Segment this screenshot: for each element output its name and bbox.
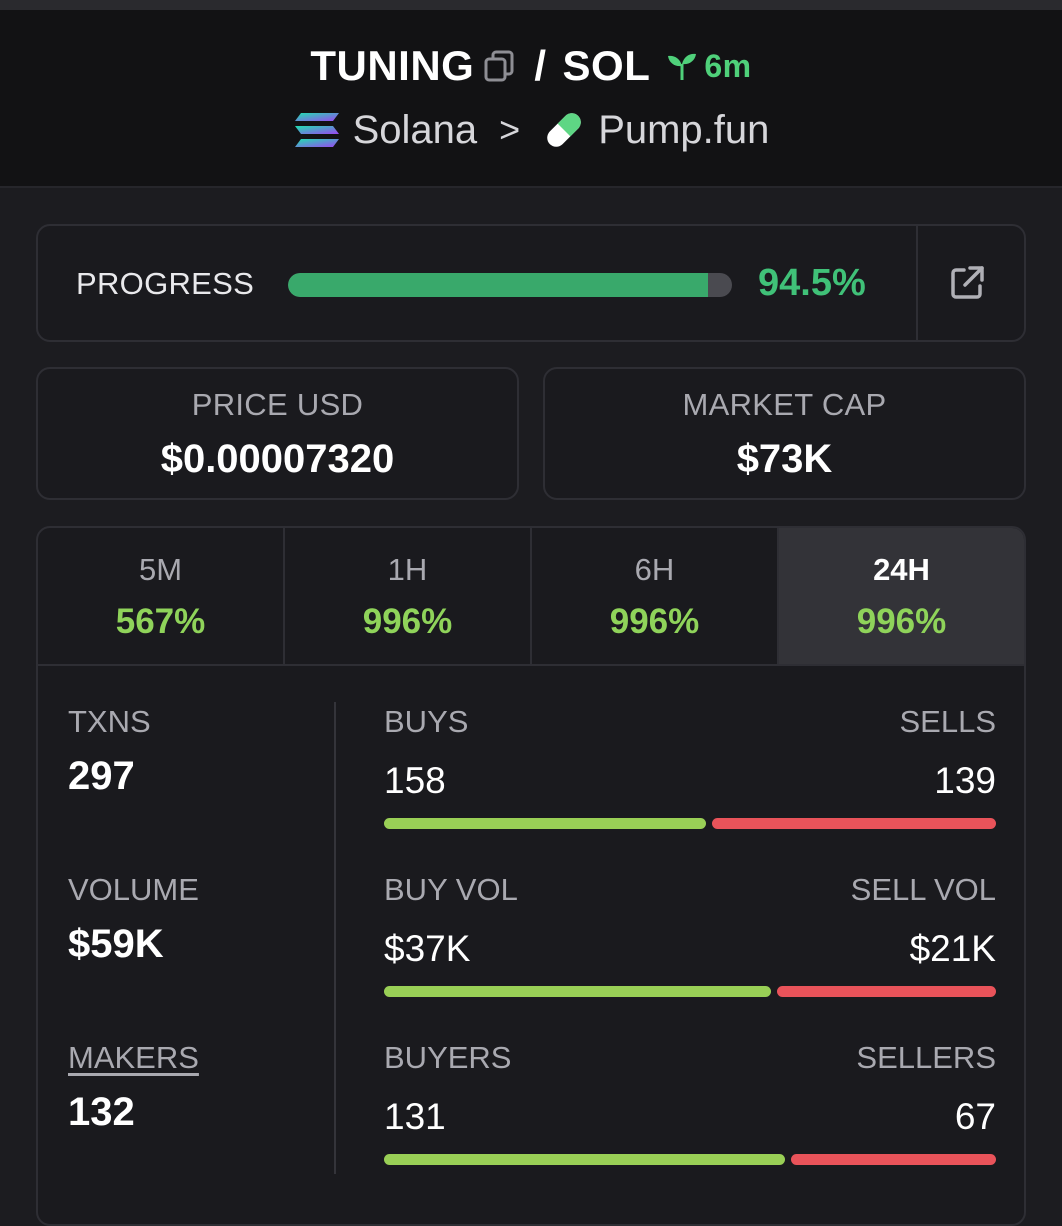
sell-bar [712, 818, 996, 829]
sellers-label: SELLERS [856, 1040, 996, 1075]
market-cap-label: MARKET CAP [682, 387, 887, 422]
txns-label: TXNS [68, 704, 151, 739]
bonding-progress-card: PROGRESS 94.5% [36, 224, 1026, 342]
price-usd-card: PRICE USD $0.00007320 [36, 367, 519, 500]
token-header: TUNING / SOL 6m [0, 10, 1062, 188]
tab-24h[interactable]: 24H 996% [779, 528, 1024, 664]
dex-link[interactable]: Pump.fun [598, 107, 770, 152]
tab-change: 567% [115, 602, 206, 641]
tab-label: 24H [873, 552, 930, 587]
age-value: 6m [704, 47, 752, 84]
pair-age: 6m [666, 48, 751, 85]
external-link-icon[interactable] [948, 264, 986, 307]
price-label: PRICE USD [191, 387, 364, 422]
txns-value: 297 [68, 754, 135, 798]
pair-title: TUNING / SOL 6m [0, 40, 1062, 92]
sell-vol-value: $21K [909, 928, 996, 969]
buyers-sellers-bar [384, 1154, 996, 1165]
makers-label[interactable]: MAKERS [68, 1040, 199, 1075]
sell-vol-bar [776, 986, 996, 997]
sell-vol-label: SELL VOL [850, 872, 996, 907]
buys-sells-split: BUYS SELLS 158 139 [384, 704, 996, 844]
stats-panel: 5M 567% 1H 996% 6H 996% 24H 996% TXNS 29… [36, 526, 1026, 1226]
buy-sell-volume-bar [384, 986, 996, 997]
tab-change: 996% [856, 602, 947, 641]
progress-fill [288, 273, 708, 297]
buyers-value: 131 [384, 1096, 446, 1137]
top-strip [0, 0, 1062, 10]
seedling-icon [668, 53, 697, 80]
buy-bar [384, 818, 707, 829]
buy-vol-value: $37K [384, 928, 471, 969]
timeframe-tabs: 5M 567% 1H 996% 6H 996% 24H 996% [38, 528, 1024, 666]
txns-metric: TXNS 297 [68, 704, 328, 799]
chain-link[interactable]: Solana [352, 107, 478, 152]
pill-icon [542, 108, 586, 152]
pair-separator: / [534, 42, 547, 89]
sells-label: SELLS [899, 704, 996, 739]
column-divider [334, 702, 336, 1174]
buy-vol-bar [384, 986, 771, 997]
copy-icon[interactable] [484, 50, 514, 82]
progress-divider [916, 226, 918, 340]
tab-label: 5M [138, 552, 183, 587]
buys-value: 158 [384, 760, 446, 801]
tab-label: 1H [387, 552, 428, 587]
breadcrumb-separator: > [499, 109, 521, 150]
buy-sell-volume-split: BUY VOL SELL VOL $37K $21K [384, 872, 996, 1012]
market-cap-value: $73K [736, 437, 833, 481]
quote-symbol: SOL [562, 42, 651, 89]
buyers-label: BUYERS [384, 1040, 512, 1075]
buys-sells-bar [384, 818, 996, 829]
buys-label: BUYS [384, 704, 469, 739]
sellers-bar [791, 1154, 996, 1165]
token-symbol: TUNING [310, 42, 475, 89]
progress-bar [288, 273, 732, 297]
tab-change: 996% [362, 602, 453, 641]
tab-1h[interactable]: 1H 996% [285, 528, 532, 664]
buyers-bar [384, 1154, 786, 1165]
buyers-sellers-split: BUYERS SELLERS 131 67 [384, 1040, 996, 1180]
volume-label: VOLUME [68, 872, 199, 907]
sells-value: 139 [934, 760, 996, 801]
price-value: $0.00007320 [160, 437, 395, 481]
tab-label: 6H [634, 552, 675, 587]
breadcrumb: Solana > Pump.fun [0, 102, 1062, 158]
tab-5m[interactable]: 5M 567% [38, 528, 285, 664]
tab-6h[interactable]: 6H 996% [532, 528, 779, 664]
sellers-value: 67 [954, 1096, 996, 1137]
tab-change: 996% [609, 602, 700, 641]
volume-metric: VOLUME $59K [68, 872, 328, 967]
progress-label: PROGRESS [76, 266, 255, 301]
progress-value: 94.5% [758, 262, 866, 304]
solana-logo-icon [293, 111, 341, 149]
volume-value: $59K [68, 922, 164, 966]
makers-value: 132 [68, 1090, 135, 1134]
makers-metric: MAKERS 132 [68, 1040, 328, 1135]
buy-vol-label: BUY VOL [384, 872, 518, 907]
market-cap-card: MARKET CAP $73K [543, 367, 1026, 500]
